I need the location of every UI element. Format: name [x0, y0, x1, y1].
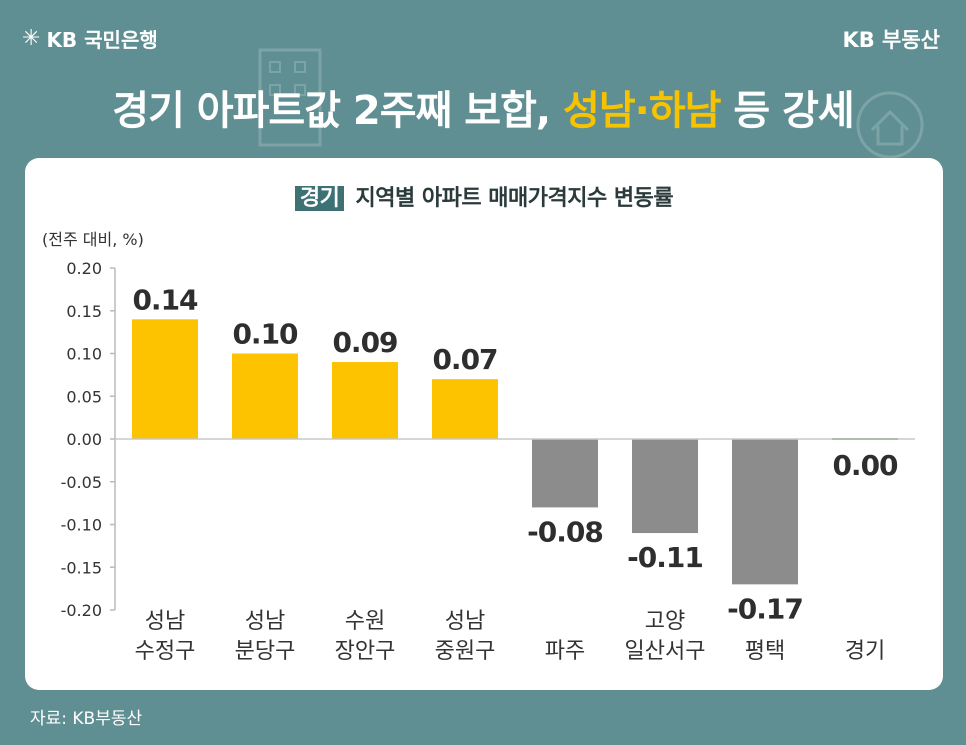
x-category-label: 수정구: [135, 639, 196, 664]
bar: [732, 439, 798, 585]
bar-value-label: -0.11: [627, 541, 703, 574]
x-category-label: 분당구: [235, 639, 296, 664]
bar: [532, 439, 598, 508]
page-headline: 경기 아파트값 2주째 보합, 성남·하남 등 강세: [0, 78, 966, 136]
x-category-label: 중원구: [435, 639, 496, 664]
bar-value-label: -0.17: [727, 592, 803, 625]
y-tick-label: -0.15: [61, 558, 102, 577]
y-tick-label: 0.05: [66, 387, 102, 406]
kb-realestate-brand: KB 부동산: [842, 28, 940, 52]
house-decoration-icon: [856, 91, 924, 159]
x-category-label: 성남: [145, 609, 185, 634]
unit-label: (전주 대비, %): [42, 230, 144, 249]
x-category-label: 고양: [645, 609, 685, 634]
y-tick-label: -0.20: [61, 601, 102, 620]
x-category-label: 평택: [745, 639, 785, 664]
bar: [632, 439, 698, 534]
x-category-label: 일산서구: [625, 639, 706, 664]
bar-value-label: -0.08: [527, 515, 603, 548]
chart-title-tag: 경기: [294, 186, 345, 211]
bar: [132, 319, 198, 439]
kb-bank-logo: ✳ KB 국민은행: [22, 24, 158, 53]
y-tick-label: -0.10: [61, 516, 102, 535]
bar-chart: 0.20 0.15 0.10 0.05 0.00 -0.05 -0.10 -0.15 -0.20…: [61, 259, 915, 664]
building-decoration-icon: [258, 48, 322, 147]
bar-value-label: 0.14: [132, 283, 198, 316]
bar-value-label: 0.00: [832, 449, 898, 482]
x-category-label: 성남: [445, 609, 485, 634]
y-tick-label: 0.00: [66, 430, 102, 449]
chart-title-text: 지역별 아파트 매매가격지수 변동률: [355, 186, 674, 211]
x-category-label: 성남: [245, 609, 285, 634]
chart-card: 경기 지역별 아파트 매매가격지수 변동률 (전주 대비, %) 0.20 0.1…: [25, 158, 943, 690]
chart-title: 경기 지역별 아파트 매매가격지수 변동률: [25, 180, 943, 212]
x-category-label: 파주: [545, 639, 585, 664]
source-note: 자료: KB부동산: [30, 709, 143, 729]
y-tick-label: 0.20: [66, 259, 102, 278]
x-category-label: 장안구: [335, 639, 396, 664]
y-tick-label: 0.15: [66, 302, 102, 321]
headline-highlight: 성남·하남: [563, 88, 721, 134]
x-category-label: 수원: [345, 609, 385, 634]
x-category-label: 경기: [845, 639, 885, 664]
bar-value-label: 0.09: [332, 326, 397, 359]
bar-value-label: 0.10: [232, 318, 298, 351]
y-tick-label: 0.10: [66, 345, 102, 364]
headline-part1: 경기 아파트값 2주째 보합,: [112, 88, 551, 134]
bar: [432, 379, 498, 439]
headline-part2: 등 강세: [733, 88, 854, 134]
bar-value-label: 0.07: [432, 343, 497, 376]
kb-star-icon: ✳: [22, 26, 41, 51]
y-tick-label: -0.05: [61, 473, 102, 492]
bar: [232, 353, 298, 439]
bar: [332, 362, 398, 439]
logo-text: KB 국민은행: [46, 28, 158, 52]
